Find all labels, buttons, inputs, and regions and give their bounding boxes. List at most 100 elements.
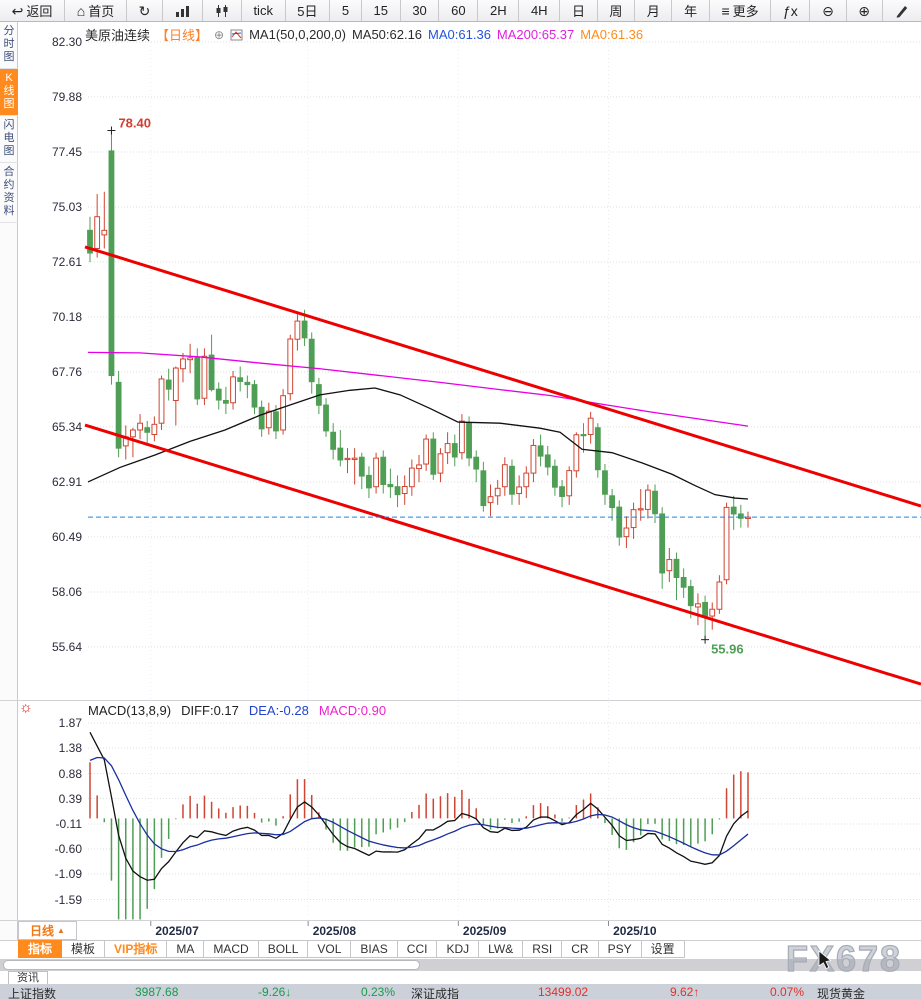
interval-30min-button[interactable]: 30: [401, 0, 440, 21]
macd-axis-tick: 0.88: [58, 766, 82, 781]
candlestick-icon: [216, 4, 228, 17]
xaxis-month-label: 2025/08: [312, 924, 357, 938]
indicator-settings-icon[interactable]: ☼: [19, 699, 33, 716]
pencil-icon: [896, 6, 908, 18]
interval-selector-button[interactable]: 日线 ▲: [18, 921, 77, 940]
tab-RSI[interactable]: RSI: [523, 940, 563, 958]
price-axis-tick: 72.61: [51, 254, 82, 269]
refresh-icon: ↻: [138, 2, 151, 19]
sidebar-item-3[interactable]: 闪电图: [0, 116, 18, 163]
symbol-name: 美原油连续: [85, 28, 151, 43]
interval-selector-label: 日线: [30, 924, 55, 938]
tab-BOLL[interactable]: BOLL: [258, 940, 309, 958]
tab-设置[interactable]: 设置: [641, 940, 685, 958]
more-button-label: 更多: [732, 4, 759, 19]
formula-button[interactable]: ƒx: [771, 0, 811, 21]
interval-60min-button[interactable]: 60: [439, 0, 479, 21]
price-axis-tick: 58.06: [51, 585, 82, 599]
ticker-field: 上证指数: [8, 987, 57, 999]
macd-axis-tick: 1.87: [58, 716, 82, 730]
ticker-field: 0.07%: [770, 985, 805, 999]
xaxis-divider-top: [0, 920, 921, 921]
ma200-value: MA200:65.37: [496, 27, 575, 42]
panel-divider: [0, 700, 921, 701]
interval-day-button-label: 日: [571, 4, 585, 19]
fx-icon: ƒx: [782, 2, 798, 19]
interval-year-button[interactable]: 年: [672, 0, 710, 21]
tab-CCI[interactable]: CCI: [397, 940, 438, 958]
tab-模板[interactable]: 模板: [62, 940, 106, 958]
macd-diff-value: DIFF:0.17: [181, 703, 239, 718]
interval-2h-button[interactable]: 2H: [478, 0, 520, 21]
ma-indicator-icon[interactable]: [230, 29, 243, 41]
tab-BIAS[interactable]: BIAS: [351, 940, 398, 958]
ticker-field: 3987.68: [135, 985, 179, 999]
zoom-out-icon: ⊖: [822, 2, 834, 19]
interval-15min-button-label: 15: [373, 3, 388, 18]
indicator-tab-bar: 指标 模板 VIP指标 MA MACD BOLL VOL BIAS CCI KDJ LW& RSI CR…: [18, 940, 685, 958]
tab-news[interactable]: 资讯: [8, 971, 48, 984]
candlestick-button[interactable]: [203, 0, 242, 21]
bar-chart-button[interactable]: [163, 0, 204, 21]
interval-week-button[interactable]: 周: [598, 0, 636, 21]
interval-4h-button[interactable]: 4H: [519, 0, 561, 21]
upper-trendline: [84, 245, 921, 508]
sidebar-item-4[interactable]: 合约资料: [0, 163, 18, 223]
ma50-line: [87, 387, 749, 500]
home-button-label: 首页: [88, 4, 115, 19]
interval-15min-button[interactable]: 15: [362, 0, 401, 21]
xaxis-month-label: 2025/09: [462, 924, 507, 938]
tab-PSY[interactable]: PSY: [598, 940, 642, 958]
interval-month-button[interactable]: 月: [635, 0, 673, 21]
macd-axis-tick: -0.11: [55, 817, 82, 832]
tab-KDJ[interactable]: KDJ: [437, 940, 480, 958]
tab-VIP指标[interactable]: VIP指标: [105, 940, 168, 958]
tab-LW&[interactable]: LW&: [479, 940, 524, 958]
zoom-out-button[interactable]: ⊖: [810, 0, 847, 21]
ma0-orange-value: MA0:61.36: [580, 27, 644, 42]
interval-5d-button-label: 5日: [297, 4, 318, 19]
tab-VOL[interactable]: VOL: [308, 940, 352, 958]
back-button[interactable]: ↩ 返回: [0, 0, 66, 21]
sidebar-item-2[interactable]: K线图: [0, 69, 18, 116]
interval-month-button-label: 月: [646, 4, 660, 19]
macd-diff-line: [89, 732, 749, 881]
mouse-cursor: [818, 950, 832, 970]
price-axis-tick: 82.30: [51, 35, 82, 49]
price-axis-tick: 62.91: [51, 474, 82, 489]
interval-5d-button[interactable]: 5日: [286, 0, 331, 21]
price-macd-chart[interactable]: 78.40 55.96: [0, 0, 921, 940]
tab-MACD[interactable]: MACD: [204, 940, 259, 958]
draw-button[interactable]: [883, 0, 921, 21]
price-axis-tick: 70.18: [51, 310, 82, 324]
triangle-up-icon: ▲: [57, 926, 65, 935]
tab-指标[interactable]: 指标: [18, 940, 63, 958]
more-button[interactable]: ≡ 更多: [710, 0, 772, 21]
tab-MA[interactable]: MA: [167, 940, 205, 958]
period-tag: 【日线】: [156, 28, 209, 43]
interval-5min-button-label: 5: [341, 3, 350, 18]
scrollbar-thumb[interactable]: [3, 960, 420, 970]
refresh-button[interactable]: ↻: [127, 0, 164, 21]
horizontal-scrollbar[interactable]: [0, 959, 921, 971]
zoom-in-icon: ⊕: [858, 2, 870, 19]
home-button[interactable]: ⌂ 首页: [65, 0, 127, 21]
interval-tick-button[interactable]: tick: [242, 0, 286, 21]
ma50-value: MA50:62.16: [351, 27, 423, 42]
top-toolbar: ↩ 返回 ⌂ 首页 ↻ tick 5日 5 15 30 60 2H 4H 日周月年 ≡ 更多 ƒx ⊖ ⊕: [0, 0, 921, 22]
interval-day-button[interactable]: 日: [560, 0, 598, 21]
ma0-blue-value: MA0:61.36: [428, 27, 491, 42]
macd-axis-tick: -1.09: [54, 867, 82, 882]
expand-icon[interactable]: ⊕: [214, 27, 225, 42]
ma200-line: [87, 351, 749, 427]
macd-histogram: [89, 762, 749, 920]
sidebar-item-1[interactable]: 分时图: [0, 22, 18, 69]
xaxis-month-label: 2025/07: [155, 924, 199, 938]
macd-dea-value: DEA:-0.28: [248, 703, 309, 718]
tab-CR[interactable]: CR: [562, 940, 599, 958]
interval-60min-button-label: 60: [451, 3, 466, 18]
interval-5min-button[interactable]: 5: [330, 0, 362, 21]
zoom-in-button[interactable]: ⊕: [847, 0, 883, 21]
ticker-field: 0.23%: [361, 985, 396, 999]
menu-icon: ≡: [721, 2, 730, 19]
